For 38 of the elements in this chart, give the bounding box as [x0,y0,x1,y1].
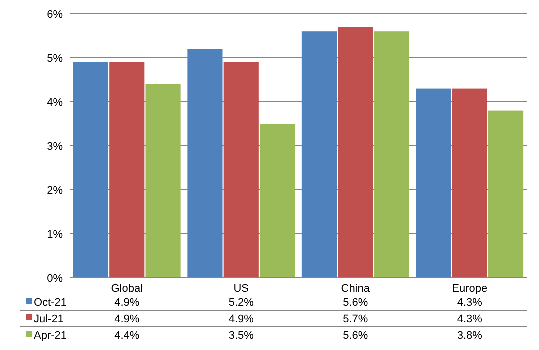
data-label: 5.2% [228,296,254,309]
bar [374,32,410,278]
data-label: 4.9% [114,313,140,326]
y-tick-label: 5% [47,52,64,65]
x-tick-label: US [234,283,250,295]
y-tick-label: 0% [47,272,64,285]
y-tick-label: 4% [47,96,64,109]
bar [146,84,181,278]
x-tick-label: Europe [452,283,488,295]
data-label: 5.6% [343,296,368,309]
y-tick-label: 6% [47,8,64,21]
legend-label: Oct-21 [34,296,68,309]
legend-label: Jul-21 [34,313,64,326]
data-label: 5.6% [343,330,368,342]
data-label: 5.7% [343,313,368,326]
bar [188,49,223,278]
bar [416,88,452,278]
bar [302,32,337,278]
legend-label: Apr-21 [34,330,68,342]
y-tick-label: 3% [47,140,64,153]
bar [338,27,374,278]
data-label: 4.9% [114,296,140,309]
data-label: 3.5% [228,330,254,342]
bar [260,124,296,278]
bar [224,62,259,278]
data-label: 3.8% [457,330,483,342]
data-label: 4.3% [457,313,483,326]
data-label: 4.4% [114,330,140,342]
x-tick-label: China [341,283,371,295]
y-tick-label: 1% [47,228,64,241]
bar [73,62,109,278]
data-label: 4.9% [228,313,254,326]
x-tick-label: Global [111,283,144,295]
y-tick-label: 2% [47,184,64,197]
data-label: 4.3% [457,296,483,309]
bar [488,110,524,278]
bar [452,88,488,278]
bar [110,62,145,278]
